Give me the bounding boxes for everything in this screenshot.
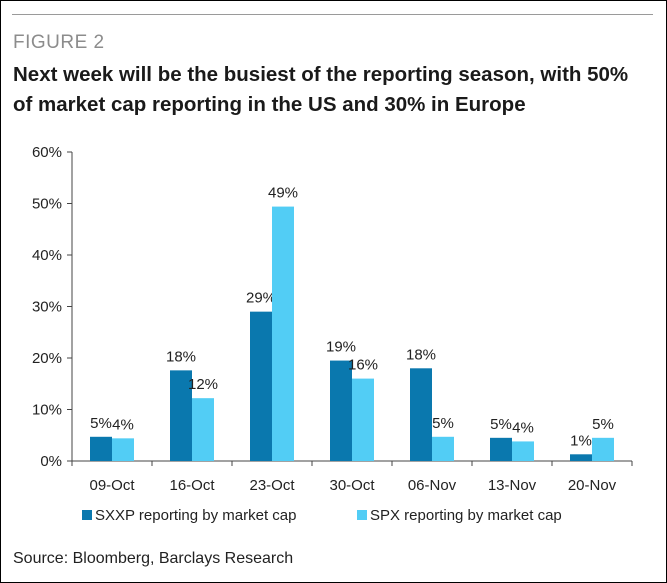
data-label-sxxp-06-Nov: 18% [406,346,436,363]
data-label-sxxp-09-Oct: 5% [90,415,112,432]
chart-title: Next week will be the busiest of the rep… [13,63,629,116]
bar-spx-20-Nov [592,437,614,461]
y-tick-label: 40% [32,247,62,264]
data-label-sxxp-16-Oct: 18% [166,348,196,365]
legend-swatch-spx [357,510,367,520]
bar-sxxp-30-Oct [330,360,352,461]
bar-sxxp-13-Nov [490,437,512,461]
bar-spx-06-Nov [432,436,454,461]
figure-label: FIGURE 2 [13,32,105,53]
legend-swatch-sxxp [82,510,92,520]
data-label-sxxp-13-Nov: 5% [490,416,512,433]
data-label-sxxp-20-Nov: 1% [570,432,592,449]
top-divider [12,14,653,15]
bar-sxxp-20-Nov [570,454,592,461]
data-label-sxxp-23-Oct: 29% [246,290,276,307]
data-label-spx-06-Nov: 5% [432,415,454,432]
source-note: Source: Bloomberg, Barclays Research [13,550,294,567]
bar-sxxp-09-Oct [90,436,112,461]
data-label-sxxp-30-Oct: 19% [326,339,356,356]
y-tick-label: 60% [32,144,62,161]
y-tick-label: 20% [32,350,62,367]
bar-sxxp-06-Nov [410,368,432,461]
data-label-spx-23-Oct: 49% [268,185,298,202]
legend-label-spx: SPX reporting by market cap [370,507,562,524]
y-tick-label: 0% [40,453,62,470]
y-tick-label: 30% [32,299,62,316]
bar-spx-23-Oct [272,206,294,461]
x-tick-label: 13-Nov [488,477,537,494]
y-tick-label: 50% [32,196,62,213]
x-tick-label: 16-Oct [169,477,215,494]
bar-sxxp-16-Oct [170,370,192,461]
bar-spx-30-Oct [352,378,374,461]
x-tick-label: 30-Oct [329,477,375,494]
data-label-spx-09-Oct: 4% [112,416,134,433]
bar-spx-16-Oct [192,398,214,461]
bar-spx-09-Oct [112,438,134,461]
data-label-spx-30-Oct: 16% [348,357,378,374]
legend-label-sxxp: SXXP reporting by market cap [95,507,297,524]
bar-chart: 0%10%20%30%40%50%60%5% 4%09-Oct18%12%16-O… [32,144,633,524]
data-label-spx-13-Nov: 4% [512,419,534,436]
y-tick-label: 10% [32,402,62,419]
bar-spx-13-Nov [512,441,534,461]
x-tick-label: 09-Oct [89,477,135,494]
x-tick-label: 20-Nov [568,477,617,494]
data-label-spx-20-Nov: 5% [592,416,614,433]
x-tick-label: 06-Nov [408,477,457,494]
x-tick-label: 23-Oct [249,477,295,494]
bar-sxxp-23-Oct [250,311,272,461]
data-label-spx-16-Oct: 12% [188,376,218,393]
